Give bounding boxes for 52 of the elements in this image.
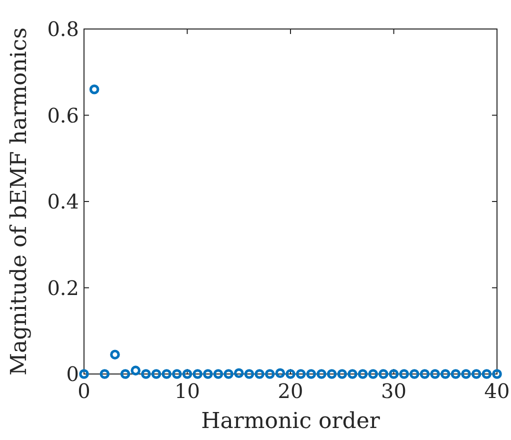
point (368, 369, 378, 379)
point (461, 369, 471, 379)
point (89, 84, 100, 94)
point (141, 369, 151, 379)
point (130, 366, 141, 376)
y-axis-title: Magnitude of bEMF harmonics (7, 27, 32, 376)
point (120, 369, 130, 379)
point (275, 368, 286, 378)
point (440, 369, 450, 379)
point (286, 369, 296, 379)
point (420, 369, 430, 379)
point (162, 369, 172, 379)
point (203, 369, 213, 379)
y-tick-label: 0.4 (47, 190, 79, 214)
point (254, 369, 264, 379)
y-tick-label: 0.6 (47, 103, 79, 128)
x-tick-label: 40 (484, 379, 510, 403)
point (192, 369, 202, 379)
point (316, 369, 326, 379)
point (388, 369, 399, 379)
point (151, 369, 162, 379)
point (348, 369, 358, 379)
point (244, 369, 254, 379)
point (378, 369, 388, 379)
x-tick-label: 30 (381, 379, 406, 403)
x-tick-label: 10 (174, 379, 200, 403)
point (471, 369, 482, 379)
point (358, 369, 368, 379)
point (296, 369, 306, 379)
point (306, 369, 316, 379)
point (224, 369, 234, 379)
point (264, 369, 275, 379)
point (182, 369, 192, 379)
point (410, 369, 420, 379)
point (79, 369, 89, 379)
y-tick-label: 0.2 (47, 276, 79, 300)
point (213, 369, 224, 379)
point (450, 369, 461, 379)
point (100, 369, 110, 379)
x-tick-label: 20 (278, 379, 304, 403)
point (482, 369, 492, 379)
point (326, 369, 337, 379)
point (337, 369, 348, 379)
point (430, 369, 440, 379)
point (234, 368, 244, 378)
y-tick-label: 0 (66, 362, 79, 386)
point (492, 369, 502, 379)
x-axis-title: Harmonic order (201, 409, 380, 434)
point (172, 369, 182, 379)
point (399, 369, 409, 379)
point (110, 350, 120, 360)
y-tick-label: 0.8 (47, 17, 79, 41)
